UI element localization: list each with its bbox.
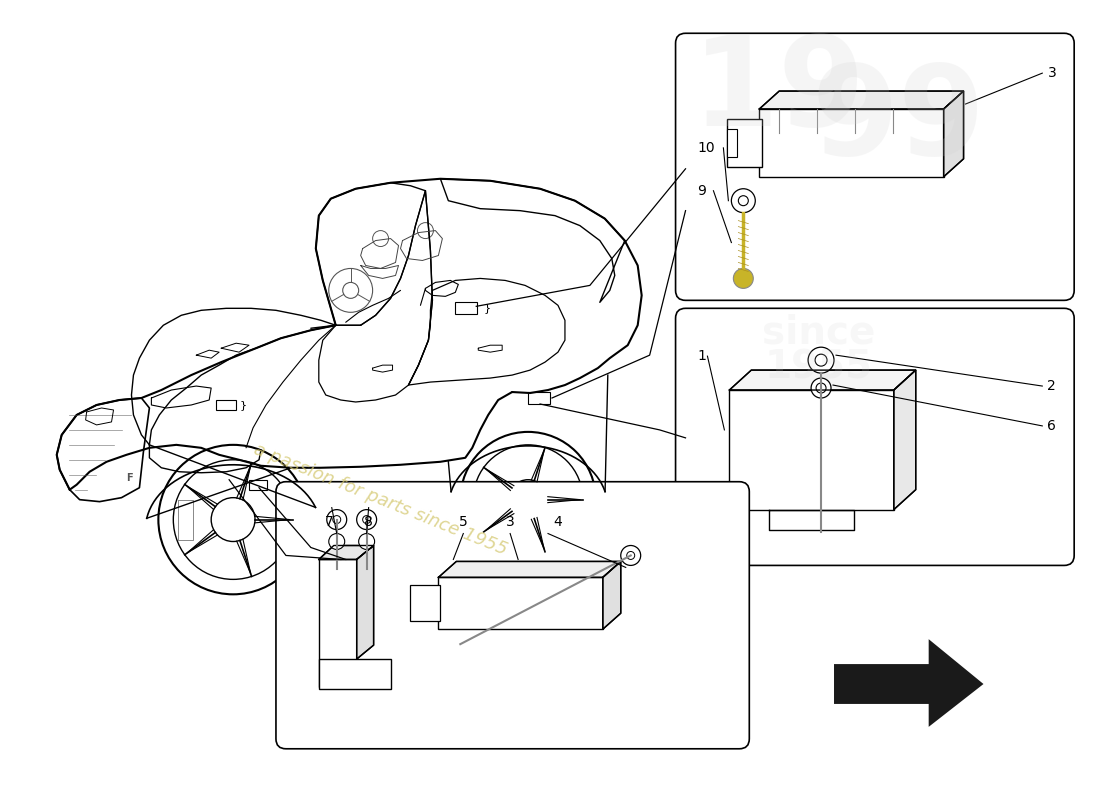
Text: 99: 99: [812, 61, 986, 182]
Circle shape: [816, 383, 826, 393]
Polygon shape: [759, 91, 964, 109]
Bar: [439, 578, 603, 630]
Text: a passion for parts since 1955: a passion for parts since 1955: [251, 440, 510, 559]
Text: }: }: [240, 400, 248, 410]
Polygon shape: [603, 562, 620, 630]
Text: 2: 2: [1047, 379, 1056, 393]
Text: 5: 5: [459, 514, 468, 529]
FancyBboxPatch shape: [675, 34, 1075, 300]
Circle shape: [329, 534, 344, 550]
Circle shape: [808, 347, 834, 373]
Circle shape: [327, 510, 346, 530]
Bar: [319, 559, 356, 687]
FancyBboxPatch shape: [675, 308, 1075, 566]
Text: 1: 1: [697, 349, 706, 363]
Circle shape: [815, 354, 827, 366]
Text: 8: 8: [364, 514, 373, 529]
Text: 3: 3: [506, 514, 515, 529]
Text: since
1955: since 1955: [762, 314, 876, 386]
Circle shape: [359, 534, 375, 550]
Polygon shape: [439, 562, 620, 578]
Circle shape: [627, 551, 635, 559]
Bar: [249, 480, 267, 490]
Circle shape: [738, 196, 748, 206]
Text: 7: 7: [324, 514, 333, 529]
Bar: [727, 129, 737, 157]
Bar: [319, 659, 390, 689]
Text: 3: 3: [1047, 66, 1056, 80]
Bar: [729, 390, 894, 510]
Text: 19: 19: [692, 30, 866, 151]
Polygon shape: [944, 91, 964, 177]
Circle shape: [333, 515, 341, 523]
Circle shape: [363, 515, 371, 523]
Bar: [528, 392, 550, 404]
Polygon shape: [319, 546, 374, 559]
Bar: [410, 586, 440, 622]
Bar: [759, 109, 944, 177]
Circle shape: [356, 510, 376, 530]
Text: 9: 9: [697, 184, 706, 198]
Text: 4: 4: [553, 514, 562, 529]
Circle shape: [811, 378, 830, 398]
Bar: [727, 119, 762, 167]
FancyBboxPatch shape: [276, 482, 749, 749]
Text: 6: 6: [1047, 419, 1056, 433]
Circle shape: [732, 189, 756, 213]
Polygon shape: [729, 370, 915, 390]
Circle shape: [620, 546, 640, 566]
Bar: [455, 302, 477, 314]
Circle shape: [734, 269, 754, 288]
Polygon shape: [894, 370, 915, 510]
Polygon shape: [356, 546, 374, 659]
Text: }: }: [483, 303, 491, 314]
Text: 10: 10: [697, 141, 715, 155]
Polygon shape: [834, 639, 983, 727]
Bar: [217, 400, 236, 410]
Text: F: F: [126, 473, 133, 482]
